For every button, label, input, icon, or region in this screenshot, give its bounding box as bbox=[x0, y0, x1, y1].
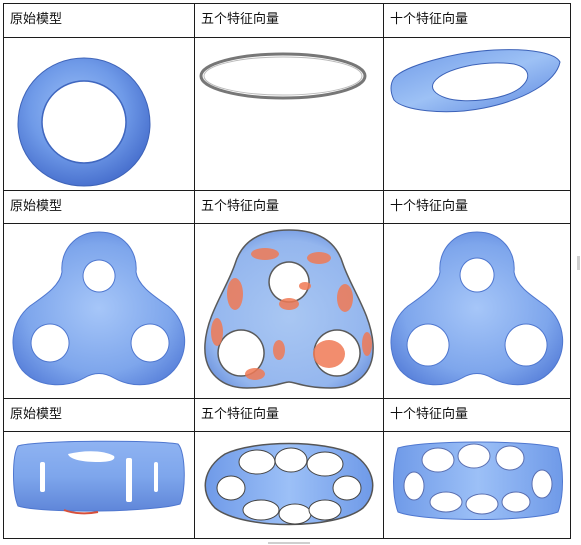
table-border-right bbox=[570, 3, 571, 539]
header-ten-eigenvectors: 十个特征向量 bbox=[390, 12, 469, 27]
page-bottom-marker bbox=[268, 542, 310, 544]
table-row-divider bbox=[3, 37, 571, 38]
header-five-eigenvectors: 五个特征向量 bbox=[201, 407, 280, 422]
three-hole-original-image bbox=[4, 224, 194, 398]
table-row-divider bbox=[3, 398, 571, 399]
torus-ten-eigenvectors-image bbox=[384, 38, 570, 190]
page-edge-marker bbox=[577, 256, 580, 270]
table-border-left bbox=[3, 3, 4, 539]
header-ten-eigenvectors: 十个特征向量 bbox=[390, 407, 469, 422]
header-ten-eigenvectors: 十个特征向量 bbox=[390, 199, 469, 214]
header-five-eigenvectors: 五个特征向量 bbox=[201, 199, 280, 214]
multi-hole-original-image bbox=[4, 432, 194, 538]
torus-original-image bbox=[4, 38, 194, 190]
header-original-model: 原始模型 bbox=[10, 407, 63, 422]
multi-hole-five-eigenvectors-image bbox=[195, 432, 383, 538]
comparison-table: 原始模型 五个特征向量 十个特征向量 bbox=[3, 3, 571, 539]
table-row-divider bbox=[3, 223, 571, 224]
multi-hole-ten-eigenvectors-image bbox=[384, 432, 570, 538]
header-original-model: 原始模型 bbox=[10, 199, 63, 214]
table-column-divider-1 bbox=[194, 3, 195, 539]
header-five-eigenvectors: 五个特征向量 bbox=[201, 12, 280, 27]
table-border-bottom bbox=[3, 538, 571, 539]
three-hole-ten-eigenvectors-image bbox=[384, 224, 570, 398]
torus-five-eigenvectors-image bbox=[195, 38, 383, 190]
table-border-top bbox=[3, 3, 571, 4]
table-column-divider-2 bbox=[383, 3, 384, 539]
three-hole-five-eigenvectors-image bbox=[195, 224, 383, 398]
header-original-model: 原始模型 bbox=[10, 12, 63, 27]
table-row-divider bbox=[3, 190, 571, 191]
table-row-divider bbox=[3, 431, 571, 432]
